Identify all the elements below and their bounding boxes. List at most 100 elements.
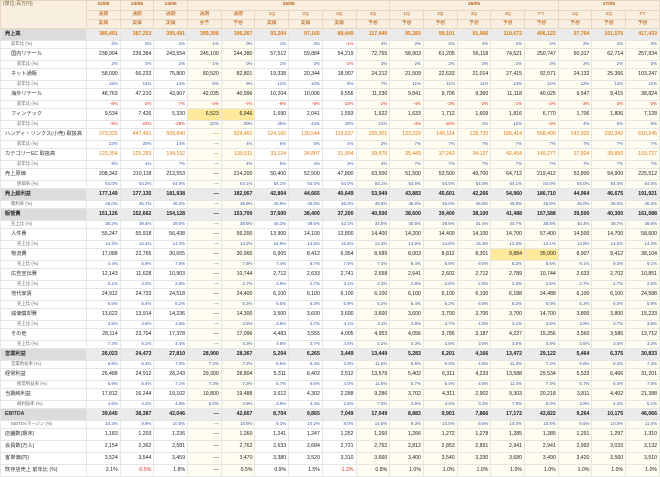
cell: -3%: [591, 100, 627, 109]
col-header-type: 予想: [524, 19, 559, 29]
cell: 24,588: [625, 288, 660, 301]
cell: 21,388: [625, 388, 660, 401]
cell: 10,744: [220, 268, 256, 281]
col-header-type: 予想: [220, 19, 256, 29]
cell: 7,426: [119, 108, 155, 121]
row-label: 売上比 (%): [0, 220, 88, 229]
cell: 6%: [254, 140, 290, 149]
cell: 6%: [187, 80, 222, 89]
cell: 1,285: [524, 428, 559, 441]
table-row: カテゴリーEC 取扱高 120,354 125,283 134,192—139,511…: [0, 148, 660, 161]
cell: —: [187, 328, 222, 341]
table-row: 売上比 (%) 39.2% 39.4% 39.0% —38.8% 40.3% 39.5% 42…: [0, 220, 660, 229]
cell: 119,837: [321, 128, 357, 141]
cell: 9,286: [355, 388, 391, 401]
cell: 2%: [557, 40, 593, 49]
row-label: EBITDAマージン (%): [0, 420, 88, 429]
cell: 6.6%: [288, 380, 323, 389]
cell: 0%: [119, 40, 155, 49]
cell: 7%: [422, 140, 458, 149]
cell: 6.3%: [288, 300, 323, 309]
cell: 134,192: [153, 148, 189, 161]
cell: 2%: [288, 60, 323, 69]
cell: 2%: [153, 40, 189, 49]
table-row: 前年比 (%) 23% 20% 14% —4% 6% 5% 4% 3% 7% 7% 7% 7% 7% 7% 7…: [0, 140, 660, 149]
cell: —: [187, 260, 222, 269]
cell: 52,800: [557, 168, 593, 181]
cell: 5,330: [153, 108, 189, 121]
cell: 8,301: [456, 248, 492, 261]
cell: 7,049: [321, 408, 357, 421]
cell: 9,706: [422, 88, 458, 101]
col-header-type: 実績: [321, 19, 357, 29]
cell: 161,088: [625, 208, 660, 221]
cell: 6.4%: [591, 380, 627, 389]
cell: 42,667: [220, 408, 256, 421]
cell: 7%: [389, 140, 424, 149]
cell: 11,230: [355, 88, 391, 101]
cell: 5.9%: [119, 260, 155, 269]
cell: 5,204: [254, 348, 290, 361]
cell: 45.9%: [254, 200, 290, 209]
cell: 1,247: [288, 428, 323, 441]
cell: 11.4%: [490, 380, 525, 389]
cell: 14,200: [389, 228, 424, 241]
cell: 7.8%: [220, 260, 256, 269]
col-header-period: 23/05: [119, 0, 155, 11]
row-label: 売上比 (%): [0, 260, 88, 269]
cell: 150,342: [591, 128, 627, 141]
cell: 191,921: [625, 188, 660, 201]
table-row: 地代家賃 24,912 24,733 24,518—24,400 6,100 6,100 6…: [0, 288, 660, 301]
cell: 133,229: [389, 128, 424, 141]
cell: 6.4%: [422, 380, 458, 389]
cell: 3,811: [557, 388, 593, 401]
row-label: カテゴリーEC 取扱高: [0, 148, 88, 161]
cell: 140,114: [422, 128, 458, 141]
cell: 46.0%: [321, 200, 357, 209]
cell: 12,143: [86, 268, 121, 281]
cell: 3,330: [456, 452, 492, 465]
table-row: 客単価(円) 3,524 3,544 3,459—3,470 3,380 3,520 3,3…: [0, 452, 660, 465]
cell: 4,483: [254, 328, 290, 341]
cell: 14,100: [288, 228, 323, 241]
cell: 95,383: [389, 28, 424, 41]
row-label: その他: [0, 328, 88, 341]
cell: 3,660: [355, 452, 391, 465]
cell: 2.7%: [220, 280, 256, 289]
cell: 7%: [557, 140, 593, 149]
table-row: 前年比 (%) 9% 4% 7% —4% 5% 4% 3% 4% 7% 7% 7% 7% 7% 7% 7% 7%: [0, 160, 660, 169]
cell: 4.3%: [220, 340, 256, 349]
row-label: EBITDA: [0, 408, 88, 421]
cell: -3%: [557, 100, 593, 109]
cell: 238,904: [86, 48, 121, 61]
row-label: 経常利益: [0, 368, 88, 381]
cell: 54.0%: [422, 180, 458, 189]
cell: -4%: [187, 100, 222, 109]
cell: —: [187, 288, 222, 301]
col-header-quarter: 1Q: [557, 10, 593, 20]
cell: 54.0%: [86, 180, 121, 189]
cell: —: [187, 220, 222, 229]
cell: 26,023: [86, 348, 121, 361]
table-row: 前年比 (%) -9% -22% -28% 22% 30% 35% 42% 28% 21% -3% -…: [0, 120, 660, 129]
cell: 2.6%: [524, 280, 559, 289]
cell: 14.5%: [288, 240, 323, 249]
cell: 40.4%: [557, 220, 593, 229]
cell: 2,762: [355, 440, 391, 453]
table-row: 広告宣伝費 12,143 11,628 10,903—10,744 2,712 2,633…: [0, 268, 660, 281]
table-row: 前年比 (%) 3% 0% 2% 1% 0% 1% 3% -1% 4% 2% 2% 4% 2% 2% 2% 2%…: [0, 40, 660, 49]
cell: 6.2%: [557, 300, 593, 309]
table-row: 売上比 (%) 14.3% 14.4% 14.3% —14.2% 14.9% 14.5% 15…: [0, 240, 660, 249]
table-row: 減価償却費 13,622 13,914 14,236—14,300 3,500 3,600…: [0, 308, 660, 321]
cell: 2,812: [389, 440, 424, 453]
cell: -2%: [456, 100, 492, 109]
cell: 5.6%: [254, 360, 290, 369]
cell: 9%: [220, 80, 256, 89]
cell: 7.9%: [355, 400, 391, 409]
cell: 8.6%: [524, 260, 559, 269]
cell: —: [187, 340, 222, 349]
cell: 8,907: [557, 248, 593, 261]
cell: 7.3%: [86, 340, 121, 349]
table-body: 売上高 385,491 387,253 395,491 399,308 396,267 93…: [0, 28, 660, 477]
cell: 3%: [86, 40, 121, 49]
